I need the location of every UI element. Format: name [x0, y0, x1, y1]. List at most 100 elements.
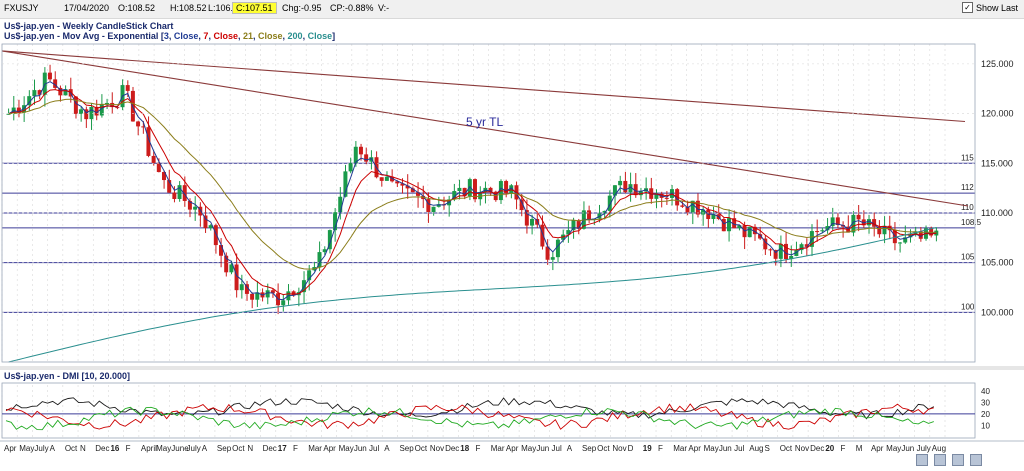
candle-body — [587, 210, 592, 220]
checkbox-icon[interactable]: ✓ — [961, 2, 973, 13]
top-info-bar: FXUSJY 17/04/2020 O:108.52 H:108.52 L:10… — [0, 0, 1024, 19]
date-label: 17/04/2020 — [64, 3, 110, 13]
candle-body — [79, 109, 84, 114]
ma-legend-item: 3 — [164, 31, 169, 41]
candle-body — [384, 176, 389, 181]
scroll-controls[interactable] — [910, 453, 1020, 466]
volume-label: V:- — [378, 3, 390, 13]
x-tick-label: Dec — [263, 444, 277, 453]
scroll-left-icon[interactable] — [916, 454, 928, 466]
candle-body — [555, 239, 560, 258]
change-label: Chg:-0.95 — [282, 3, 322, 13]
candle-body — [431, 206, 436, 213]
x-tick-label: Nov — [795, 444, 809, 453]
candle-body — [395, 181, 400, 184]
x-tick-label: A — [202, 444, 208, 453]
x-tick-label: Apr — [871, 444, 884, 453]
candle-body — [898, 242, 903, 244]
x-tick-label: M — [856, 444, 863, 453]
x-tick-label: Apr — [323, 444, 336, 453]
candle-body — [778, 243, 783, 259]
x-tick-label: Jul — [734, 444, 744, 453]
y-tick-label: 100.000 — [981, 307, 1014, 317]
level-label: 110 — [961, 203, 974, 212]
x-tick-label: May — [19, 444, 34, 453]
x-tick-label: Oct — [415, 444, 428, 453]
candle-body — [633, 184, 638, 196]
dmi-y-tick-label: 40 — [981, 387, 990, 396]
candle-body — [747, 226, 752, 238]
dmi-panel-frame — [1, 382, 976, 439]
candle-body — [752, 226, 757, 235]
candle-body — [618, 180, 623, 186]
x-tick-label: F — [841, 444, 846, 453]
candle-body — [239, 284, 244, 291]
candle-body — [400, 183, 405, 186]
candle-body — [327, 230, 332, 250]
candle-body — [333, 212, 338, 231]
candle-body — [825, 226, 830, 231]
x-tick-label: S — [764, 444, 769, 453]
x-tick-label: Oct — [232, 444, 245, 453]
x-tick-label: Jun — [901, 444, 914, 453]
candle-body — [89, 106, 94, 120]
x-tick-label: Aug — [932, 444, 946, 453]
panel-separator — [0, 366, 1024, 370]
price-axis: 125.000 120.000 115.000 110.000 105.000 100.0… — [0, 43, 1024, 370]
dmi-y-tick-label: 10 — [981, 421, 990, 430]
candle-body — [53, 79, 58, 88]
candle-body — [856, 214, 861, 220]
candle-body — [462, 187, 467, 197]
candle-body — [695, 200, 700, 215]
zoom-in-icon[interactable] — [934, 454, 946, 466]
dmi-title: Us$-jap.yen - DMI [10, 20.000] — [4, 371, 130, 381]
candle-body — [913, 231, 918, 235]
y-tick-label: 110.000 — [981, 208, 1013, 218]
candle-body — [426, 199, 431, 213]
x-tick-label: May — [156, 444, 171, 453]
candle-body — [47, 72, 52, 80]
candle-body — [664, 197, 669, 199]
candle-body — [27, 96, 32, 106]
candle-body — [410, 188, 415, 193]
symbol-label: FXUSJY — [4, 3, 39, 13]
candle-body — [265, 290, 270, 298]
y-tick-label: 105.000 — [981, 258, 1014, 268]
candle-body — [519, 199, 524, 211]
ma-legend-item: Close — [258, 31, 283, 41]
candle-body — [104, 102, 109, 105]
candle-body — [866, 219, 871, 226]
zoom-out-icon[interactable] — [952, 454, 964, 466]
candle-body — [612, 185, 617, 196]
scroll-right-icon[interactable] — [970, 454, 982, 466]
candle-body — [784, 243, 788, 260]
x-tick-label: April — [141, 444, 157, 453]
x-tick-label: Dec — [95, 444, 109, 453]
x-tick-label: July — [187, 444, 201, 453]
candle-body — [478, 192, 483, 200]
low-label: L:106.91 — [208, 3, 244, 13]
candle-body — [37, 90, 42, 95]
x-tick-label: Apr — [688, 444, 701, 453]
x-tick-label: 16 — [110, 444, 119, 453]
candle-body — [151, 155, 156, 163]
dmi-line — [5, 403, 934, 430]
x-tick-label: A — [567, 444, 573, 453]
x-tick-label: Aug — [749, 444, 763, 453]
x-tick-label: Oct — [65, 444, 78, 453]
candle-body — [690, 200, 695, 213]
x-tick-label: Jun — [719, 444, 732, 453]
candle-body — [172, 192, 177, 199]
close-label: C:107.51 — [232, 2, 277, 14]
candle-body — [711, 214, 716, 220]
main-panel-frame — [1, 43, 976, 363]
candle-body — [307, 270, 312, 281]
candle-body — [58, 87, 63, 96]
candle-body — [815, 231, 820, 233]
x-tick-label: 19 — [643, 444, 652, 453]
candle-body — [872, 219, 877, 227]
show-last-toggle[interactable]: ✓ Show Last — [961, 2, 1018, 13]
x-tick-label: N — [80, 444, 86, 453]
high-label: H:108.52 — [170, 3, 207, 13]
